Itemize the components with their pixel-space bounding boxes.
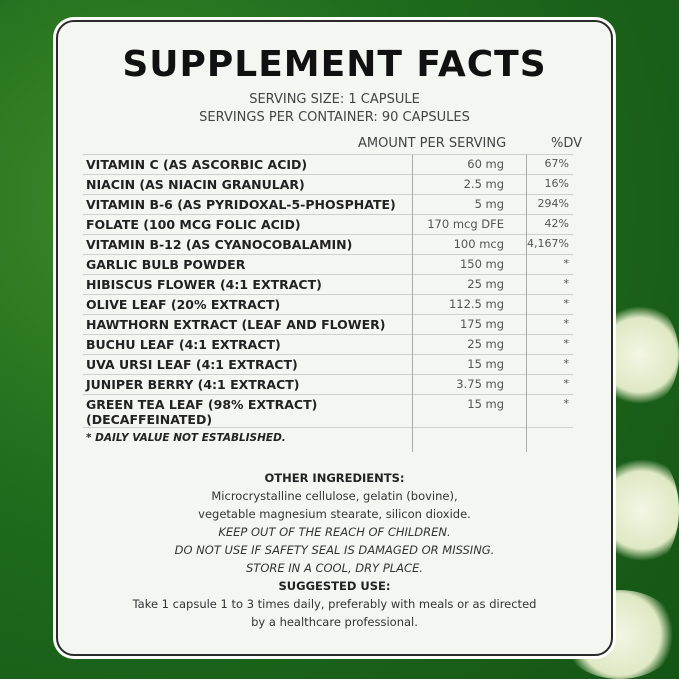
amount: 100 mcg (411, 234, 527, 255)
daily-value: * (526, 334, 573, 355)
amount: 60 mg (411, 154, 527, 175)
use-heading: SUGGESTED USE: (278, 579, 391, 593)
amount: 175 mg (411, 314, 527, 335)
empty-cell (411, 427, 527, 452)
daily-value: * (526, 394, 573, 428)
amount: 2.5 mg (411, 174, 527, 195)
warning: STORE IN A COOL, DRY PLACE. (246, 561, 423, 575)
nutrient-name: VITAMIN B-6 (AS PYRIDOXAL-5-PHOSPHATE) (83, 194, 413, 215)
amount: 150 mg (411, 254, 527, 275)
empty-cell (526, 427, 573, 452)
nutrient-name: GREEN TEA LEAF (98% EXTRACT) (DECAFFEINA… (83, 394, 413, 428)
flower-decoration (600, 300, 679, 410)
daily-value: 42% (526, 214, 573, 235)
table-row: VITAMIN B-6 (AS PYRIDOXAL-5-PHOSPHATE) 5 … (83, 194, 573, 215)
supplement-facts-panel: SUPPLEMENT FACTS SERVING SIZE: 1 CAPSULE… (56, 20, 613, 656)
warning: DO NOT USE IF SAFETY SEAL IS DAMAGED OR … (174, 543, 495, 557)
daily-value: * (526, 374, 573, 395)
table-row: HAWTHORN EXTRACT (LEAF AND FLOWER) 175 mg… (83, 314, 573, 335)
other-line: vegetable magnesium stearate, silicon di… (198, 507, 471, 521)
amount: 170 mcg DFE (411, 214, 527, 235)
amount: 3.75 mg (411, 374, 527, 395)
footnote: * DAILY VALUE NOT ESTABLISHED. (83, 427, 413, 452)
amount: 112.5 mg (411, 294, 527, 315)
nutrient-name: NIACIN (AS NIACIN GRANULAR) (83, 174, 413, 195)
daily-value: * (526, 294, 573, 315)
daily-value: 16% (526, 174, 573, 195)
table-row: VITAMIN C (AS ASCORBIC ACID) 60 mg 67% (83, 154, 573, 175)
serving-size: SERVING SIZE: 1 CAPSULE (249, 92, 420, 107)
nutrient-name: BUCHU LEAF (4:1 EXTRACT) (83, 334, 413, 355)
amount: 5 mg (411, 194, 527, 215)
use-line: Take 1 capsule 1 to 3 times daily, prefe… (132, 597, 537, 611)
daily-value: 294% (526, 194, 573, 215)
nutrient-name: FOLATE (100 MCG FOLIC ACID) (83, 214, 413, 235)
amount-header: AMOUNT PER SERVING (358, 136, 507, 151)
table-row: JUNIPER BERRY (4:1 EXTRACT) 3.75 mg * (83, 374, 573, 395)
footnote-row: * DAILY VALUE NOT ESTABLISHED. (83, 427, 573, 452)
table-row: GARLIC BULB POWDER 150 mg * (83, 254, 573, 275)
table-row: HIBISCUS FLOWER (4:1 EXTRACT) 25 mg * (83, 274, 573, 295)
daily-value: * (526, 314, 573, 335)
daily-value: 67% (526, 154, 573, 175)
other-line: Microcrystalline cellulose, gelatin (bov… (211, 489, 458, 503)
table-row: OLIVE LEAF (20% EXTRACT) 112.5 mg * (83, 294, 573, 315)
amount: 15 mg (411, 394, 527, 428)
amount: 15 mg (411, 354, 527, 375)
daily-value: 4,167% (526, 234, 573, 255)
use-line: by a healthcare professional. (251, 615, 418, 629)
nutrient-name: VITAMIN C (AS ASCORBIC ACID) (83, 154, 413, 175)
nutrient-name: JUNIPER BERRY (4:1 EXTRACT) (83, 374, 413, 395)
nutrient-name: GARLIC BULB POWDER (83, 254, 413, 275)
other-heading: OTHER INGREDIENTS: (264, 471, 405, 485)
page-title: SUPPLEMENT FACTS (122, 44, 547, 85)
dv-header: %DV (551, 136, 583, 151)
table-row: BUCHU LEAF (4:1 EXTRACT) 25 mg * (83, 334, 573, 355)
nutrient-name: OLIVE LEAF (20% EXTRACT) (83, 294, 413, 315)
nutrient-name: UVA URSI LEAF (4:1 EXTRACT) (83, 354, 413, 375)
table-row: NIACIN (AS NIACIN GRANULAR) 2.5 mg 16% (83, 174, 573, 195)
table-row: GREEN TEA LEAF (98% EXTRACT) (DECAFFEINA… (83, 394, 573, 428)
nutrient-name: HAWTHORN EXTRACT (LEAF AND FLOWER) (83, 314, 413, 335)
daily-value: * (526, 274, 573, 295)
table-row: UVA URSI LEAF (4:1 EXTRACT) 15 mg * (83, 354, 573, 375)
daily-value: * (526, 254, 573, 275)
servings-per-container: SERVINGS PER CONTAINER: 90 CAPSULES (199, 110, 470, 125)
amount: 25 mg (411, 334, 527, 355)
flower-decoration (605, 450, 679, 570)
facts-table: VITAMIN C (AS ASCORBIC ACID) 60 mg 67% NIAC… (83, 154, 573, 452)
amount: 25 mg (411, 274, 527, 295)
table-row: FOLATE (100 MCG FOLIC ACID) 170 mcg DFE 42… (83, 214, 573, 235)
table-row: VITAMIN B-12 (AS CYANOCOBALAMIN) 100 mcg 4… (83, 234, 573, 255)
nutrient-name: HIBISCUS FLOWER (4:1 EXTRACT) (83, 274, 413, 295)
warning: KEEP OUT OF THE REACH OF CHILDREN. (218, 525, 451, 539)
other-ingredients: OTHER INGREDIENTS: Microcrystalline cell… (58, 469, 611, 631)
nutrient-name: VITAMIN B-12 (AS CYANOCOBALAMIN) (83, 234, 413, 255)
daily-value: * (526, 354, 573, 375)
